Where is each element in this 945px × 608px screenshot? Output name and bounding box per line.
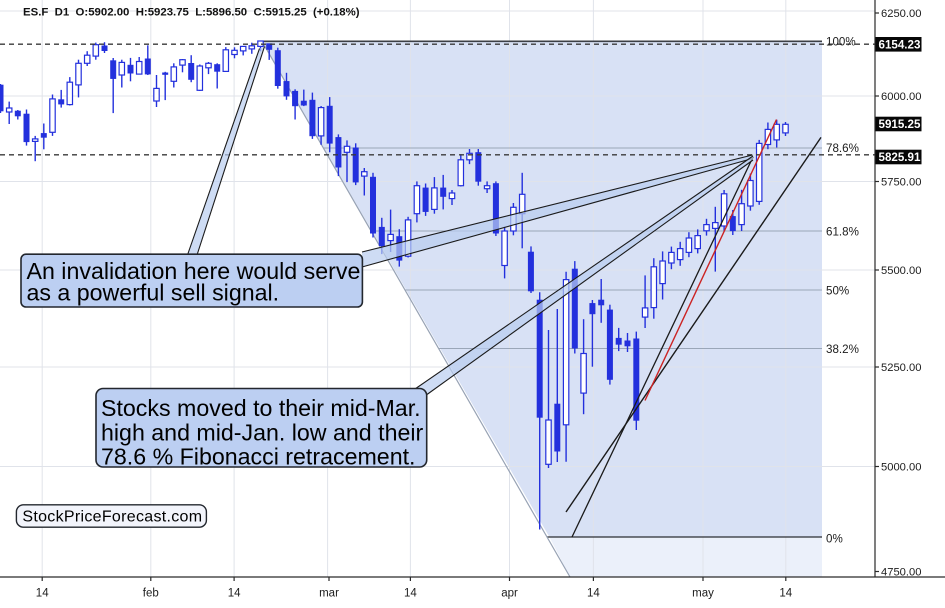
svg-text:100%: 100% xyxy=(826,36,856,49)
svg-text:6154.23: 6154.23 xyxy=(879,39,921,52)
svg-text:6000.00: 6000.00 xyxy=(881,91,921,103)
svg-text:14: 14 xyxy=(228,588,241,600)
svg-text:38.2%: 38.2% xyxy=(826,343,859,356)
svg-text:61.8%: 61.8% xyxy=(826,225,859,238)
svg-text:6250.00: 6250.00 xyxy=(881,8,921,20)
svg-text:apr: apr xyxy=(501,588,518,600)
svg-text:5500.00: 5500.00 xyxy=(881,265,921,277)
svg-text:5825.91: 5825.91 xyxy=(879,151,921,164)
svg-text:14: 14 xyxy=(36,588,49,600)
svg-text:0%: 0% xyxy=(826,532,843,545)
svg-text:50%: 50% xyxy=(826,284,849,297)
svg-text:5750.00: 5750.00 xyxy=(881,177,921,189)
svg-text:14: 14 xyxy=(404,588,417,600)
svg-text:high and mid-Jan. low and thei: high and mid-Jan. low and their xyxy=(101,419,424,445)
svg-text:ES.F D1 O:5902.00 H:5923.75: ES.F D1 O:5902.00 H:5923.75 L:5896.50 C:… xyxy=(23,7,360,19)
svg-text:14: 14 xyxy=(587,588,600,600)
svg-text:Stocks moved to their mid-Mar.: Stocks moved to their mid-Mar. xyxy=(101,395,421,421)
svg-text:StockPriceForecast.com: StockPriceForecast.com xyxy=(22,509,202,526)
svg-text:5915.25: 5915.25 xyxy=(879,118,921,131)
svg-text:78.6%: 78.6% xyxy=(826,142,859,155)
svg-text:mar: mar xyxy=(319,588,339,600)
svg-text:5000.00: 5000.00 xyxy=(881,462,921,474)
svg-text:5250.00: 5250.00 xyxy=(881,362,921,374)
svg-text:feb: feb xyxy=(143,588,159,600)
svg-text:An invalidation here would ser: An invalidation here would serve xyxy=(27,258,361,284)
svg-text:78.6 % Fibonacci retracement.: 78.6 % Fibonacci retracement. xyxy=(101,444,415,470)
svg-text:as a powerful sell signal.: as a powerful sell signal. xyxy=(27,280,280,306)
svg-text:14: 14 xyxy=(779,588,792,600)
svg-text:4750.00: 4750.00 xyxy=(881,567,921,579)
svg-text:may: may xyxy=(692,588,714,600)
